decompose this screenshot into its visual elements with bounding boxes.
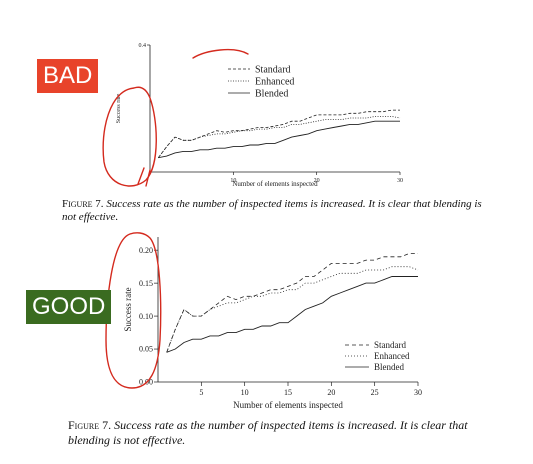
series-line-enhanced <box>166 266 419 353</box>
chart-bad: 10 20 30 0.4 Number of elements inspected Suc… <box>116 43 403 188</box>
legend-label-blended: Blended <box>255 88 288 99</box>
legend-label-enhanced: Enhanced <box>255 76 294 87</box>
y-tick-label: 0.15 <box>139 279 153 288</box>
series-line-standard <box>157 109 400 158</box>
good-label: GOOD <box>26 290 112 324</box>
legend-label-standard: Standard <box>374 340 406 350</box>
bad-caption-label: Figure 7. <box>62 198 104 210</box>
x-tick-label: 20 <box>327 388 335 397</box>
y-axis-label: Success rate <box>123 287 133 331</box>
x-tick-label: 10 <box>241 388 249 397</box>
series-line-blended <box>158 120 400 159</box>
x-tick-label: 5 <box>199 388 203 397</box>
y-tick-label: 0.10 <box>139 312 153 321</box>
good-caption-label: Figure 7. <box>68 418 112 432</box>
x-tick-label: 30 <box>414 388 422 397</box>
legend-label-standard: Standard <box>255 64 291 75</box>
y-axis-label: Success rate <box>116 93 122 123</box>
annotation-circle-good-axis <box>105 232 162 389</box>
good-caption-text: Success rate as the number of inspected … <box>68 418 468 447</box>
x-tick-label: 15 <box>284 388 292 397</box>
bad-caption: Figure 7. Success rate as the number of … <box>62 198 482 224</box>
series-line-standard <box>166 253 418 353</box>
series-line-blended <box>166 276 418 353</box>
x-tick-label: 20 <box>314 178 320 184</box>
bad-caption-text: Success rate as the number of inspected … <box>62 198 482 223</box>
annotation-strike-marks <box>137 167 151 187</box>
good-caption: Figure 7. Success rate as the number of … <box>68 418 488 448</box>
y-tick-label: 0.4 <box>139 43 147 49</box>
legend-label-enhanced: Enhanced <box>374 351 410 361</box>
y-tick-label: 0.05 <box>139 345 153 354</box>
legend-label-blended: Blended <box>374 362 404 372</box>
bad-label: BAD <box>37 59 99 93</box>
series-line-enhanced <box>157 116 401 158</box>
annotation-circle-bad-axis <box>102 86 157 187</box>
x-tick-label: 10 <box>230 178 236 184</box>
annotation-arc-legend <box>192 48 249 59</box>
x-axis-label: Number of elements inspected <box>232 180 318 188</box>
x-axis-label: Number of elements inspected <box>233 400 343 410</box>
y-tick-label: 0.20 <box>139 246 153 255</box>
x-tick-label: 25 <box>371 388 379 397</box>
x-tick-label: 30 <box>397 178 403 184</box>
